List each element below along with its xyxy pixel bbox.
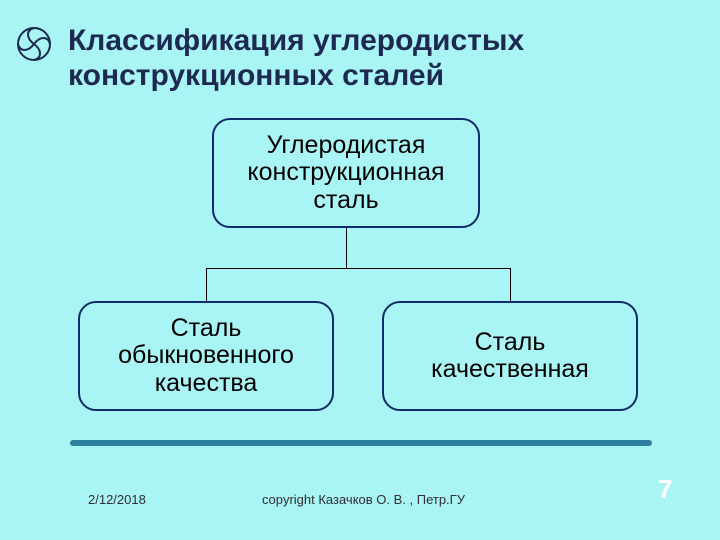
footer-date: 2/12/2018 xyxy=(88,492,146,507)
connector-drop-left xyxy=(206,268,207,301)
connector-hbar xyxy=(206,268,510,269)
connector-drop-right xyxy=(510,268,511,301)
accent-bar xyxy=(70,440,652,446)
node-right: Сталь качественная xyxy=(382,301,638,411)
node-root: Углеродистая конструкционная сталь xyxy=(212,118,480,228)
pinwheel-icon xyxy=(16,26,52,62)
node-left: Сталь обыкновенного качества xyxy=(78,301,334,411)
footer-copyright: copyright Казачков О. В. , Петр.ГУ xyxy=(262,492,465,507)
page-number: 7 xyxy=(658,474,672,505)
page-title: Классификация углеродистых конструкционн… xyxy=(68,24,688,93)
slide: Классификация углеродистых конструкционн… xyxy=(0,0,720,540)
connector-trunk xyxy=(346,228,347,268)
